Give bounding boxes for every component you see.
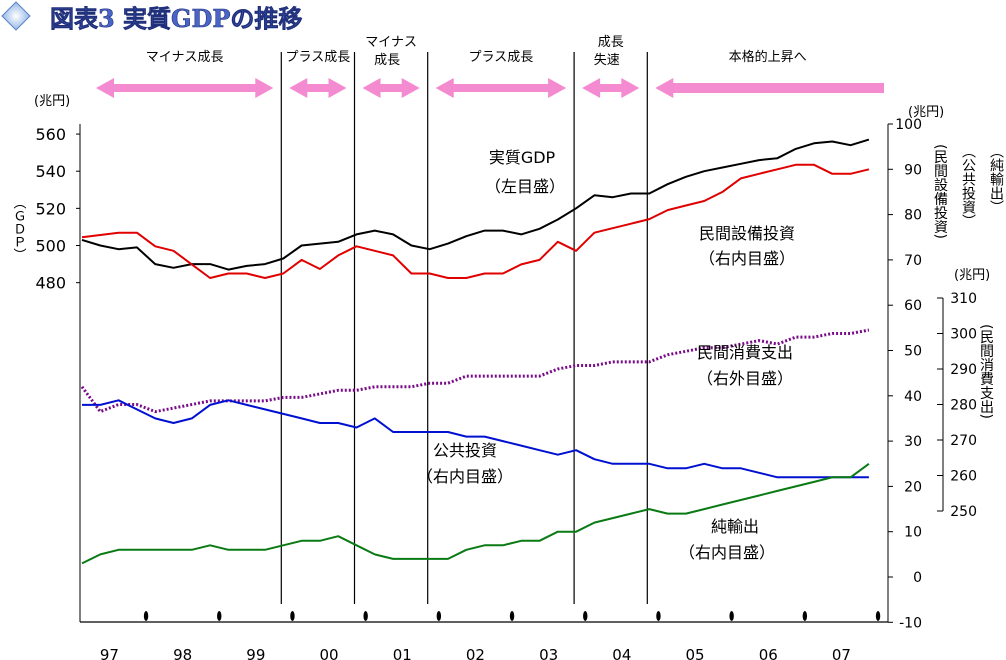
right-outer-axis-tick-label: 290 bbox=[950, 362, 977, 378]
right-inner-axis-unit: (兆円) bbox=[908, 105, 944, 120]
phase-dividers bbox=[280, 52, 648, 604]
series-label-netexports: 純輸出 bbox=[711, 517, 759, 536]
right-inner-axis-tick-label: 20 bbox=[904, 479, 922, 495]
phase-label-line2: 失速 bbox=[594, 53, 620, 68]
series-axis-label-gdp: （左目盛） bbox=[485, 177, 565, 196]
x-axis-ticks: 97 98 99 00 01 02 03 04 05 06 07 bbox=[100, 611, 881, 660]
phase-label: マイナス成長 bbox=[146, 50, 224, 65]
x-axis-tick-label: 01 bbox=[393, 646, 412, 660]
x-axis-tick-mark bbox=[509, 611, 515, 621]
phase-arrow bbox=[362, 78, 420, 98]
right-inner-axis-tick-label: 10 bbox=[904, 525, 922, 541]
right-inner-axis-tick-label: 90 bbox=[904, 162, 922, 178]
right-outer-axis-ticks: 250 260 270 280 290 300 310 bbox=[937, 291, 977, 520]
left-axis-tick-label: 480 bbox=[35, 274, 66, 293]
series-axis-label-capex: （右内目盛） bbox=[699, 249, 795, 268]
series-line-gdp bbox=[81, 138, 870, 271]
x-axis-tick-mark bbox=[363, 611, 368, 621]
phase-arrow bbox=[289, 78, 347, 98]
left-axis-tick-label: 500 bbox=[35, 237, 66, 256]
right-outer-axis-unit: (兆円) bbox=[954, 268, 990, 283]
phase-label: マイナス bbox=[365, 35, 417, 50]
phase-arrow bbox=[655, 78, 884, 98]
x-axis-tick-label: 07 bbox=[832, 646, 851, 660]
x-axis-tick-label: 06 bbox=[759, 646, 778, 660]
series-line-netexports bbox=[81, 462, 870, 565]
phase-label: 成長 bbox=[598, 35, 624, 50]
right-inner-axis-ticks: -10 0 10 20 30 40 50 60 70 80 90 100 bbox=[888, 117, 922, 631]
x-axis-tick-mark bbox=[143, 611, 149, 621]
series-label-public: 公共投資 bbox=[433, 441, 497, 460]
right-inner-axis-tick-label: 60 bbox=[904, 298, 922, 314]
left-axis-tick-label: 540 bbox=[35, 162, 66, 181]
right-outer-axis-tick-label: 280 bbox=[950, 398, 977, 414]
left-axis-label: （ＧＤＰ） bbox=[11, 196, 27, 261]
right-inner-axis-tick-label: 50 bbox=[904, 344, 922, 360]
phase-label: 本格的上昇へ bbox=[729, 49, 807, 65]
series-line-public bbox=[82, 399, 869, 479]
x-axis-tick-mark bbox=[583, 611, 588, 621]
diamond-icon bbox=[1, 1, 31, 31]
x-axis-tick-label: 02 bbox=[466, 646, 485, 660]
title-group: 図表3 実質GDPの推移 bbox=[1, 1, 303, 33]
phase-label: プラス成長 bbox=[469, 50, 534, 65]
right-axis-label-netexports: （純輸出） bbox=[988, 144, 1004, 214]
series-label-gdp: 実質GDP bbox=[489, 148, 556, 167]
series-line-consumption bbox=[80, 328, 870, 414]
x-axis-tick-mark bbox=[217, 611, 222, 621]
x-axis-tick-label: 04 bbox=[612, 646, 631, 660]
right-inner-axis-tick-label: 80 bbox=[904, 208, 922, 224]
right-inner-axis-tick-label: 30 bbox=[904, 434, 922, 450]
chart-title: 図表3 実質GDPの推移 bbox=[50, 4, 302, 33]
series-line-capex bbox=[81, 163, 870, 279]
left-axis-tick-label: 560 bbox=[35, 125, 66, 144]
series-axis-label-public: （右内目盛） bbox=[417, 467, 513, 486]
right-outer-axis-tick-label: 300 bbox=[950, 327, 977, 343]
series-labels: 実質GDP （左目盛） 民間設備投資 （右内目盛） 民間消費支出 （右外目盛） … bbox=[417, 148, 795, 562]
right-axis-label-public: （公共投資） bbox=[960, 144, 976, 228]
series bbox=[80, 138, 870, 565]
phase-arrow bbox=[96, 78, 274, 98]
right-inner-axis-tick-label: 0 bbox=[913, 570, 922, 586]
right-outer-axis-tick-label: 260 bbox=[950, 469, 977, 485]
right-inner-axis-tick-label: 40 bbox=[904, 389, 922, 405]
phase-arrow bbox=[582, 78, 640, 98]
series-axis-label-netexports: （右内目盛） bbox=[679, 543, 775, 562]
series-label-consumption: 民間消費支出 bbox=[697, 343, 793, 362]
right-outer-axis-tick-label: 310 bbox=[950, 291, 977, 307]
series-axis-label-consumption: （右外目盛） bbox=[697, 369, 793, 388]
right-outer-axis-tick-label: 250 bbox=[950, 504, 977, 520]
x-axis-tick-mark bbox=[290, 611, 295, 621]
x-axis-tick-mark bbox=[436, 611, 442, 621]
left-axis-unit: (兆円) bbox=[34, 94, 70, 109]
x-axis-tick-label: 03 bbox=[539, 646, 558, 660]
x-axis-tick-mark bbox=[875, 611, 881, 621]
x-axis-tick-label: 00 bbox=[320, 646, 339, 660]
x-axis-tick-mark bbox=[729, 611, 734, 621]
x-axis-tick-mark bbox=[656, 611, 661, 621]
series-label-capex: 民間設備投資 bbox=[699, 224, 795, 243]
phase-label: プラス成長 bbox=[286, 50, 351, 65]
right-inner-axis-tick-label: 100 bbox=[895, 117, 922, 133]
right-axis-label-capex: (民間設備投資) bbox=[932, 144, 948, 239]
right-inner-axis-tick-label: -10 bbox=[899, 615, 922, 631]
phase-label-line2: 成長 bbox=[374, 53, 400, 68]
x-axis-tick-label: 98 bbox=[173, 646, 192, 660]
phase-arrow bbox=[435, 78, 567, 98]
right-inner-axis-tick-label: 70 bbox=[904, 253, 922, 269]
left-axis-ticks: 480 500 520 540 560 bbox=[35, 125, 80, 293]
right-outer-axis-label: (民間消費支出) bbox=[978, 324, 994, 419]
axes: (兆円) (兆円) (兆円) （ＧＤＰ） (民間設備投資) （公共投資） （純輸… bbox=[11, 94, 1005, 660]
right-outer-axis-tick-label: 270 bbox=[950, 433, 977, 449]
x-axis-tick-label: 05 bbox=[686, 646, 705, 660]
x-axis-tick-mark bbox=[802, 611, 808, 621]
x-axis-tick-label: 99 bbox=[246, 646, 265, 660]
x-axis-tick-label: 97 bbox=[100, 646, 119, 660]
left-axis-tick-label: 520 bbox=[35, 199, 66, 218]
